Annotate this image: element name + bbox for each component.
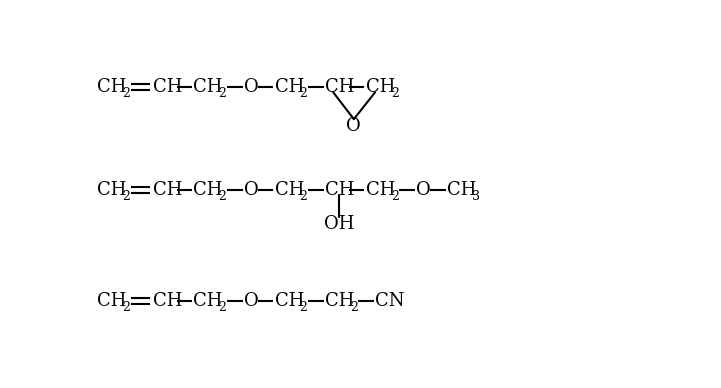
Text: O: O — [416, 181, 430, 199]
Text: 2: 2 — [350, 301, 358, 314]
Text: O: O — [244, 78, 259, 96]
Text: 2: 2 — [218, 87, 226, 100]
Text: CH: CH — [275, 78, 304, 96]
Text: 2: 2 — [300, 301, 308, 314]
Text: CH: CH — [153, 78, 182, 96]
Text: CH: CH — [153, 292, 182, 310]
Text: 3: 3 — [472, 190, 479, 203]
Text: 2: 2 — [122, 190, 130, 203]
Text: 2: 2 — [391, 87, 399, 100]
Text: 2: 2 — [122, 301, 130, 314]
Text: CH: CH — [97, 78, 126, 96]
Text: 2: 2 — [391, 190, 399, 203]
Text: CH: CH — [275, 292, 304, 310]
Text: CH: CH — [193, 292, 223, 310]
Text: CH: CH — [193, 78, 223, 96]
Text: CH: CH — [97, 292, 126, 310]
Text: O: O — [244, 292, 259, 310]
Text: CH: CH — [324, 78, 354, 96]
Text: 2: 2 — [218, 190, 226, 203]
Text: CH: CH — [324, 181, 354, 199]
Text: CH: CH — [446, 181, 476, 199]
Text: 2: 2 — [122, 87, 130, 100]
Text: CH: CH — [97, 181, 126, 199]
Text: CH: CH — [193, 181, 223, 199]
Text: 2: 2 — [300, 190, 308, 203]
Text: 2: 2 — [300, 87, 308, 100]
Text: CN: CN — [375, 292, 404, 310]
Text: OH: OH — [324, 215, 354, 233]
Text: O: O — [347, 117, 361, 135]
Text: CH: CH — [324, 292, 354, 310]
Text: CH: CH — [366, 78, 395, 96]
Text: O: O — [244, 181, 259, 199]
Text: CH: CH — [366, 181, 395, 199]
Text: 2: 2 — [218, 301, 226, 314]
Text: CH: CH — [275, 181, 304, 199]
Text: CH: CH — [153, 181, 182, 199]
